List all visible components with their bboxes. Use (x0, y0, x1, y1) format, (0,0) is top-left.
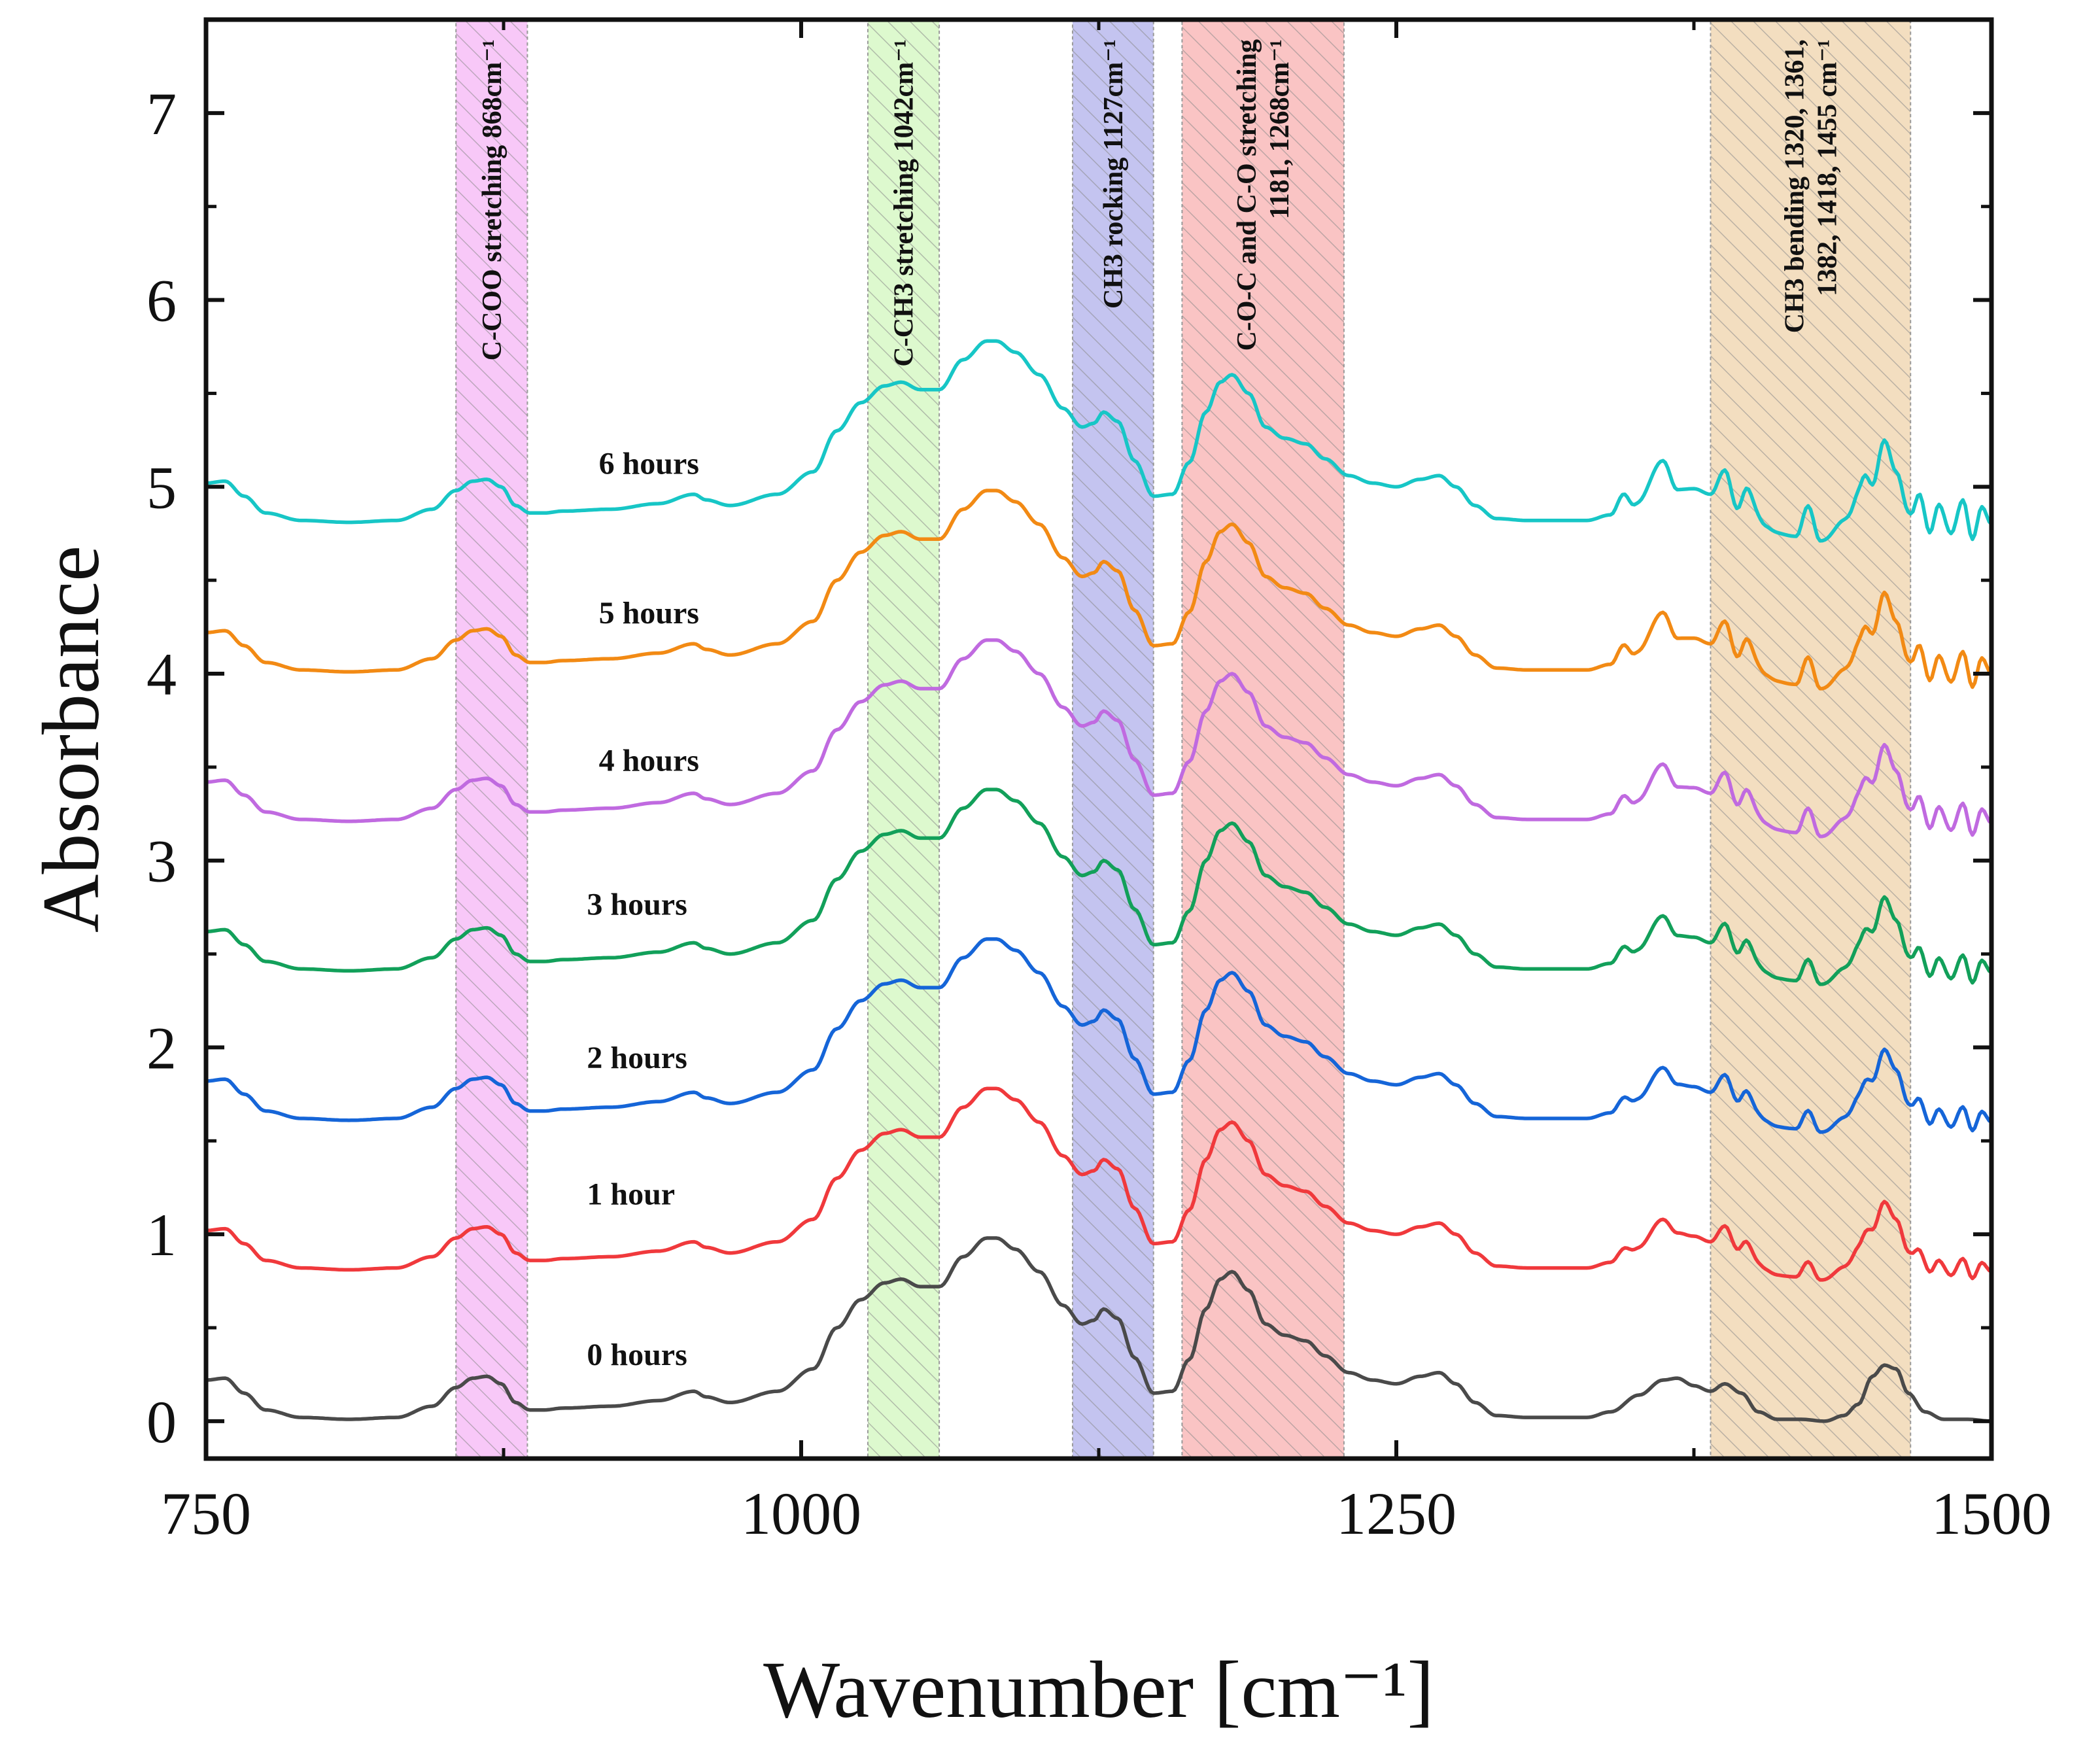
band-label-bend-0: CH3 bending 1320, 1361, (1780, 39, 1810, 333)
y-tick-label: 3 (146, 828, 177, 895)
y-tick-label: 6 (146, 268, 177, 334)
series-line-5 (206, 489, 1991, 691)
y-axis-title: Absorbance (26, 545, 116, 933)
series-line-4 (206, 638, 1991, 839)
series-label-1: 1 hour (587, 1177, 675, 1211)
series-label-5: 5 hours (599, 596, 699, 631)
y-tick-label: 7 (146, 80, 177, 147)
series-line-1 (206, 1086, 1991, 1282)
band-layer (455, 19, 1912, 1459)
x-axis-title: Wavenumber [cm⁻¹] (763, 1645, 1434, 1735)
band-label-coc-1: 1181, 1268cm⁻¹ (1265, 39, 1295, 219)
series-line-3 (206, 787, 1991, 986)
series-label-0: 0 hours (587, 1338, 687, 1372)
band-hatch-bend (1710, 20, 1911, 1459)
y-tick-label: 5 (146, 454, 177, 521)
y-tick-label: 2 (146, 1014, 177, 1081)
label-layer: 0 hours 1 hour 2 hours 3 hours 4 hours 5 hour… (477, 39, 1843, 1372)
y-tick-label: 1 (146, 1202, 177, 1268)
band-hatch-coc (1182, 20, 1344, 1459)
x-tick-label: 1250 (1336, 1480, 1456, 1547)
series-line-6 (206, 339, 1991, 543)
band-label-cch3-0: C-CH3 stretching 1042cm⁻¹ (889, 39, 920, 367)
series-line-0 (206, 1236, 1991, 1423)
x-tick-label: 1000 (741, 1480, 861, 1547)
x-tick-label: 750 (161, 1480, 251, 1547)
x-tick-label: 1500 (1931, 1480, 2052, 1547)
band-label-rock-0: CH3 rocking 1127cm⁻¹ (1099, 39, 1129, 309)
band-label-ccoo-0: C-COO stretching 868cm⁻¹ (477, 39, 508, 360)
series-label-6: 6 hours (599, 446, 699, 481)
series-label-3: 3 hours (587, 888, 687, 922)
y-tick-label: 0 (146, 1389, 177, 1455)
series-label-4: 4 hours (599, 744, 699, 778)
axes-layer: 750 1000 1250 1500 0 1 2 3 4 5 6 7 Wavenumber [cm⁻¹]… (26, 17, 2052, 1735)
band-hatch-ccoo (456, 20, 528, 1459)
series-label-2: 2 hours (587, 1041, 687, 1075)
band-label-coc-0: C-O-C and C-O stretching (1232, 39, 1262, 351)
series-line-2 (206, 937, 1991, 1134)
band-label-bend-1: 1382, 1418, 1455 cm⁻¹ (1812, 39, 1842, 296)
y-tick-label: 4 (146, 641, 177, 708)
series-layer (206, 339, 1991, 1423)
band-hatch-cch3 (867, 20, 940, 1459)
